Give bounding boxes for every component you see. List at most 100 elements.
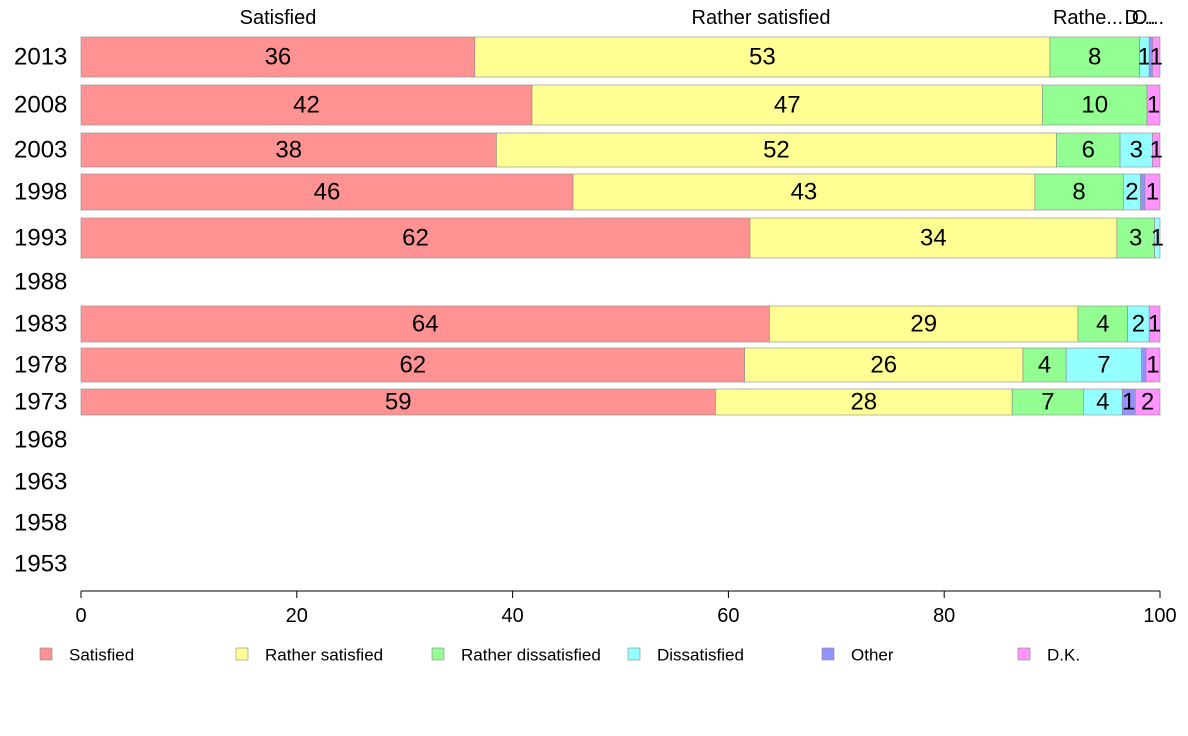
year-label-1973: 1973 — [14, 389, 67, 416]
data-label-1983-dissatisfied: 2 — [1132, 311, 1145, 338]
data-label-1993-satisfied: 62 — [402, 225, 429, 252]
bar-2003-satisfied — [80, 132, 497, 168]
data-label-2003-d-k-: 1 — [1150, 137, 1163, 164]
year-label-1953: 1953 — [14, 551, 67, 578]
data-label-1973-other: 1 — [1122, 389, 1135, 416]
bar-1998-d-k- — [1144, 173, 1161, 211]
data-label-2008-rather-satisfied: 47 — [774, 92, 801, 119]
top-label-2: Rathe... — [1053, 7, 1123, 29]
data-label-1973-satisfied: 59 — [385, 389, 412, 416]
year-label-1968: 1968 — [14, 427, 67, 454]
bar-1998-rather-dissatisfied — [1034, 173, 1124, 211]
year-label-1988: 1988 — [14, 269, 67, 296]
bar-1978-rather-dissatisfied — [1022, 347, 1067, 383]
data-label-1973-d-k-: 2 — [1141, 389, 1154, 416]
year-label-1983: 1983 — [14, 311, 67, 338]
top-label-1: Rather satisfied — [692, 7, 831, 29]
data-label-2003-rather-satisfied: 52 — [763, 137, 790, 164]
data-label-1998-dissatisfied: 2 — [1125, 179, 1138, 206]
bar-1983-rather-dissatisfied — [1077, 305, 1128, 343]
data-label-1993-dissatisfied: 1 — [1151, 225, 1164, 252]
data-label-1983-d-k-: 1 — [1148, 311, 1161, 338]
bar-1993-satisfied — [80, 217, 751, 259]
x-tick-label-80: 80 — [933, 605, 955, 627]
x-tick-label-0: 0 — [75, 605, 86, 627]
legend-swatch-5 — [1017, 647, 1031, 661]
bar-1973-satisfied — [80, 388, 716, 416]
legend-swatch-4 — [821, 647, 835, 661]
bar-1993-dissatisfied — [1154, 217, 1161, 259]
year-label-1963: 1963 — [14, 469, 67, 496]
data-label-1998-satisfied: 46 — [314, 179, 341, 206]
x-tick-label-20: 20 — [286, 605, 308, 627]
data-label-1998-rather-satisfied: 43 — [791, 179, 818, 206]
x-axis: 0 20 40 60 80 100 — [75, 590, 1177, 627]
legend-label-5: D.K. — [1047, 646, 1080, 665]
year-label-2003: 2003 — [14, 137, 67, 164]
bar-1978-satisfied — [80, 347, 745, 383]
bar-1978-rather-satisfied — [744, 347, 1024, 383]
data-label-1973-dissatisfied: 4 — [1096, 389, 1109, 416]
year-label-2013: 2013 — [14, 44, 67, 71]
data-label-2008-satisfied: 42 — [293, 92, 320, 119]
legend-label-2: Rather dissatisfied — [461, 646, 601, 665]
bar-1998-satisfied — [80, 173, 574, 211]
bar-2013-d-k- — [1152, 36, 1161, 78]
data-label-1978-rather-dissatisfied: 4 — [1038, 352, 1051, 379]
legend-label-3: Dissatisfied — [657, 646, 744, 665]
bar-1978-dissatisfied — [1065, 347, 1142, 383]
x-tick-label-60: 60 — [717, 605, 739, 627]
top-label-0: Satisfied — [240, 7, 317, 29]
bar-1978-d-k- — [1145, 347, 1161, 383]
bar-2003-d-k- — [1152, 132, 1161, 168]
legend-swatch-0 — [39, 647, 53, 661]
data-label-1998-rather-dissatisfied: 8 — [1072, 179, 1085, 206]
top-label-4: O... — [1132, 7, 1164, 29]
data-label-1973-rather-dissatisfied: 7 — [1041, 389, 1054, 416]
data-label-1978-satisfied: 62 — [399, 352, 426, 379]
bar-1998-rather-satisfied — [572, 173, 1036, 211]
data-label-1993-rather-dissatisfied: 3 — [1129, 225, 1142, 252]
bar-2003-dissatisfied — [1119, 132, 1153, 168]
top-label-3: D... — [1124, 7, 1155, 29]
x-tick-label-100: 100 — [1143, 605, 1176, 627]
legend-label-0: Satisfied — [69, 646, 134, 665]
legend-swatch-2 — [431, 647, 445, 661]
data-label-1973-rather-satisfied: 28 — [850, 389, 877, 416]
year-label-1958: 1958 — [14, 510, 67, 537]
bar-1973-rather-satisfied — [715, 388, 1013, 416]
data-label-1978-d-k-: 1 — [1146, 352, 1159, 379]
legend-swatch-1 — [235, 647, 249, 661]
year-label-1998: 1998 — [14, 179, 67, 206]
bar-2013-rather-satisfied — [474, 36, 1051, 78]
data-label-2003-satisfied: 38 — [275, 137, 302, 164]
bar-1983-rather-satisfied — [769, 305, 1079, 343]
data-label-1978-rather-satisfied: 26 — [870, 352, 897, 379]
year-label-1978: 1978 — [14, 352, 67, 379]
bar-1983-d-k- — [1148, 305, 1161, 343]
bar-1993-rather-satisfied — [749, 217, 1118, 259]
data-label-1978-dissatisfied: 7 — [1097, 352, 1110, 379]
bar-2003-rather-satisfied — [496, 132, 1057, 168]
data-label-1983-rather-dissatisfied: 4 — [1096, 311, 1109, 338]
data-label-2008-d-k-: 1 — [1147, 92, 1160, 119]
data-label-2013-rather-dissatisfied: 8 — [1088, 44, 1101, 71]
data-label-2003-rather-dissatisfied: 6 — [1082, 137, 1095, 164]
data-label-1983-satisfied: 64 — [412, 311, 439, 338]
data-label-2013-rather-satisfied: 53 — [749, 44, 776, 71]
year-labels: 2013 2008 2003 1998 1993 1988 1983 1978 1973 1968… — [14, 44, 67, 578]
bar-2008-d-k- — [1146, 84, 1161, 126]
data-label-2013-dissatisfied: 1 — [1138, 44, 1151, 71]
top-labels: Satisfied Rather satisfied Rathe... D...O..… — [240, 7, 1164, 29]
data-label-2013-d-k-: 1 — [1150, 44, 1163, 71]
bar-1973-d-k- — [1134, 388, 1161, 416]
legend-label-4: Other — [851, 646, 894, 665]
legend-swatch-3 — [627, 647, 641, 661]
year-label-1993: 1993 — [14, 225, 67, 252]
bar-1983-satisfied — [80, 305, 770, 343]
year-label-2008: 2008 — [14, 92, 67, 119]
data-label-1998-d-k-: 1 — [1146, 179, 1159, 206]
data-label-2008-rather-dissatisfied: 10 — [1081, 92, 1108, 119]
data-label-2013-satisfied: 36 — [265, 44, 292, 71]
